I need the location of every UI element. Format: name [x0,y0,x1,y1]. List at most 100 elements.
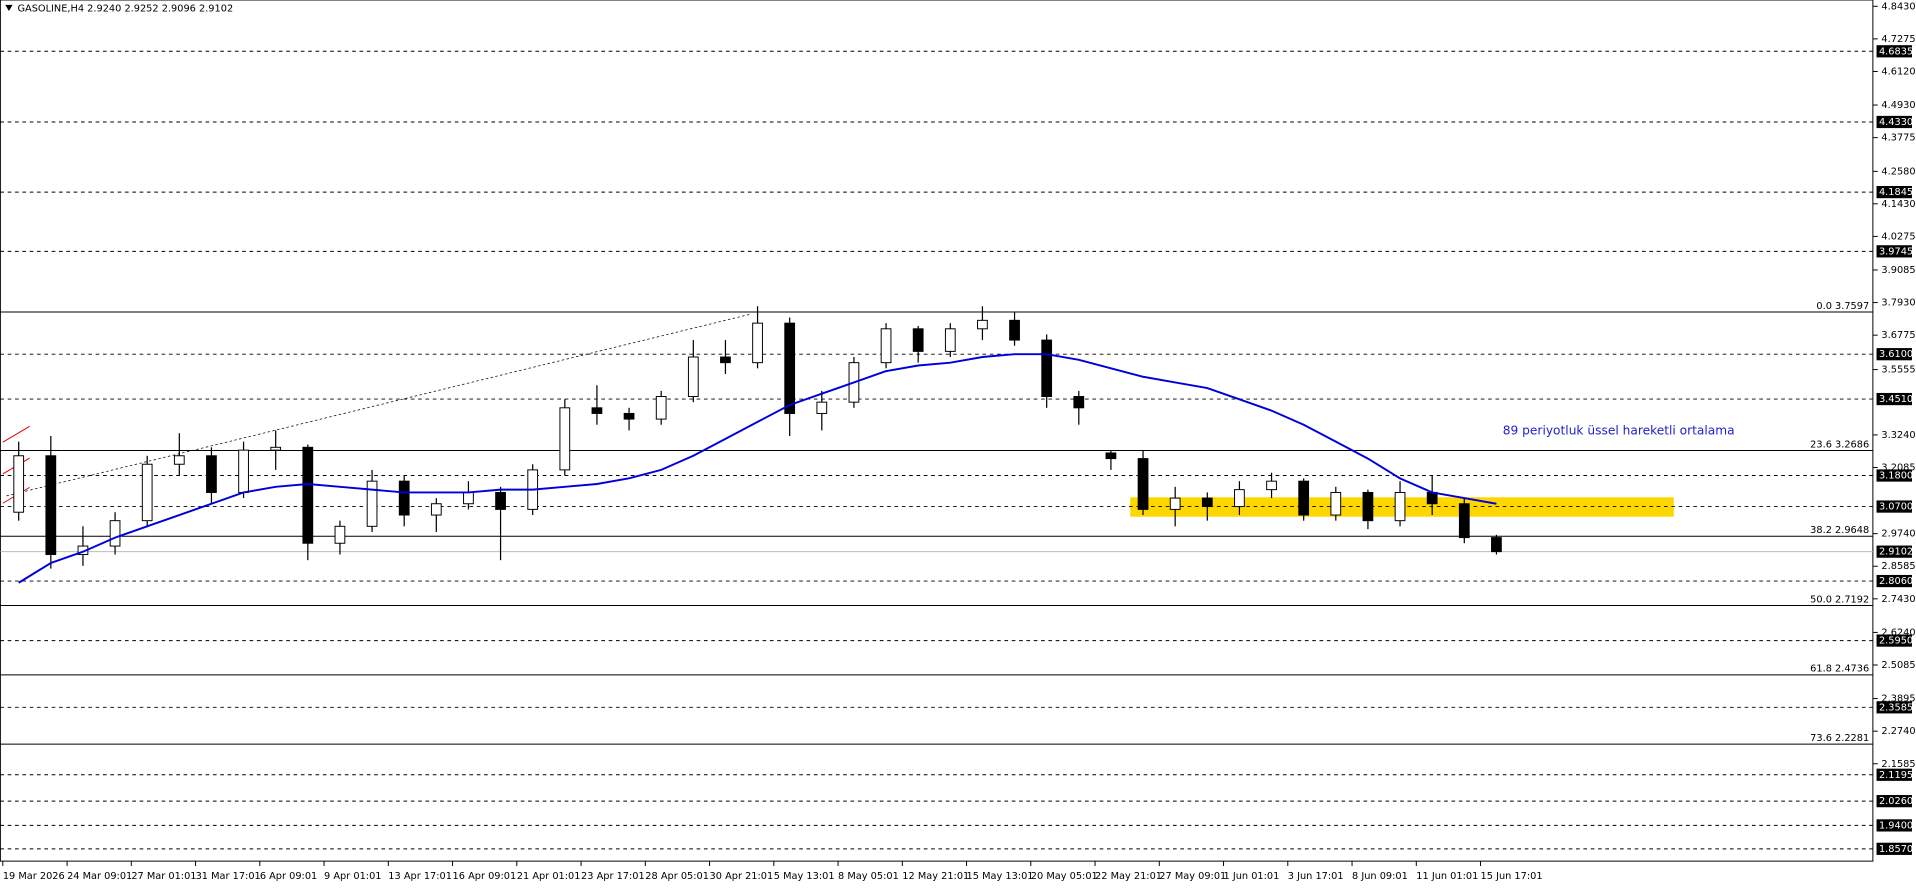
candle-body [1073,396,1085,409]
y-tick-label: 3.3240 [1881,430,1915,441]
plot-frame [0,0,1874,862]
trend-line [6,313,752,497]
level-box [1876,245,1912,258]
level-label: 4.4330 [1879,117,1913,128]
level-label: 4.1845 [1879,187,1913,198]
y-tick-label: 2.7430 [1881,594,1915,605]
fib-label: 23.6 3.2686 [1810,439,1869,450]
x-tick-label: 3 Jun 17:01 [1288,871,1344,882]
level-box [1876,185,1912,199]
candle-body [206,455,217,493]
candle-body [1330,491,1342,516]
candle-body [495,491,506,510]
level-box [1876,701,1912,714]
candle-body [173,455,185,465]
x-tick-label: 30 Apr 21:01 [710,871,774,882]
candle-body [430,503,442,516]
candle-body [1041,339,1053,398]
candle-body [45,455,57,556]
x-tick-label: 5 May 13:01 [774,871,835,882]
candle-body [784,322,796,414]
level-label: 3.0700 [1879,502,1913,513]
y-tick-label: 3.6775 [1881,330,1915,341]
x-tick-label: 28 Apr 05:01 [645,871,709,882]
y-tick-label: 2.2740 [1881,726,1915,737]
candle-body [1266,480,1277,491]
current-price-label: 2.9102 [1879,547,1913,558]
candle-body [238,449,249,493]
fib-label: 61.8 2.4736 [1810,664,1869,675]
candle-body [1394,491,1406,522]
x-tick-label: 16 Apr 09:01 [453,871,517,882]
y-tick-label: 4.1430 [1881,199,1915,210]
candle-body [109,520,121,547]
x-tick-label: 8 Jun 09:01 [1352,871,1408,882]
level-label: 2.5950 [1879,636,1913,647]
level-box [1876,45,1912,58]
level-label: 3.1800 [1879,471,1913,482]
fib-label: 50.0 2.7192 [1810,594,1869,605]
level-box [1876,115,1912,129]
y-tick-label: 2.6240 [1881,627,1915,638]
level-label: 2.1195 [1879,770,1913,781]
x-tick-label: 27 Mar 01:01 [131,871,196,882]
candle-body [366,480,378,527]
candle-body [398,480,410,516]
menu-arrow [5,4,13,11]
candle-body [1426,491,1438,505]
y-tick-label: 2.9740 [1881,529,1915,540]
x-tick-label: 22 May 21:01 [1095,871,1162,882]
y-tick-label: 3.2085 [1881,462,1915,473]
x-tick-label: 6 Apr 09:01 [260,871,317,882]
candle-body [334,525,346,544]
y-tick-label: 4.7275 [1881,34,1915,45]
candle-body [912,328,924,352]
candle-body [1362,491,1374,522]
x-tick-label: 23 Apr 17:01 [581,871,645,882]
level-label: 1.8570 [1879,844,1913,855]
x-tick-label: 8 May 05:01 [838,871,899,882]
y-tick-label: 2.1585 [1881,759,1915,770]
level-box [1876,795,1912,808]
x-tick-label: 27 May 09:01 [1159,871,1226,882]
y-tick-label: 4.4930 [1881,100,1915,111]
candle-body [1491,537,1502,553]
y-tick-label: 4.3775 [1881,133,1915,144]
fib-label: 0.0 3.7597 [1816,301,1869,312]
y-tick-label: 4.0275 [1881,231,1915,242]
level-label: 1.9400 [1879,820,1913,831]
candle-body [816,401,828,414]
level-label: 3.6100 [1879,349,1913,360]
x-tick-label: 15 May 13:01 [967,871,1034,882]
candle-body [1298,480,1310,516]
level-box [1876,842,1912,855]
channel-line [2,425,30,443]
level-label: 2.3585 [1879,702,1913,713]
x-tick-label: 20 May 05:01 [1031,871,1098,882]
candle-body [302,446,314,544]
y-tick-label: 2.3895 [1881,694,1915,705]
candle-body [591,407,603,414]
level-box [1876,500,1912,513]
candle-body [1234,489,1245,508]
y-tick-label: 3.5555 [1881,365,1915,376]
level-label: 3.9745 [1879,246,1913,257]
candle-body [977,319,988,330]
annotation: 89 periyotluk üssel hareketli ortalama [1503,424,1735,438]
candle-body [1201,497,1213,508]
x-tick-label: 9 Apr 01:01 [324,871,381,882]
x-tick-label: 12 May 21:01 [902,871,969,882]
level-box [1876,819,1912,832]
level-box [1876,574,1912,588]
x-tick-label: 11 Jun 01:01 [1416,871,1478,882]
x-tick-label: 19 Mar 2026 [3,871,65,882]
level-label: 2.0260 [1879,796,1913,807]
moving-average [18,353,1497,584]
y-tick-label: 2.8585 [1881,561,1915,572]
fib-label: 73.6 2.2281 [1810,733,1869,744]
y-tick-label: 4.6120 [1881,66,1915,77]
candle-body [559,407,571,471]
level-label: 2.8060 [1879,576,1913,587]
